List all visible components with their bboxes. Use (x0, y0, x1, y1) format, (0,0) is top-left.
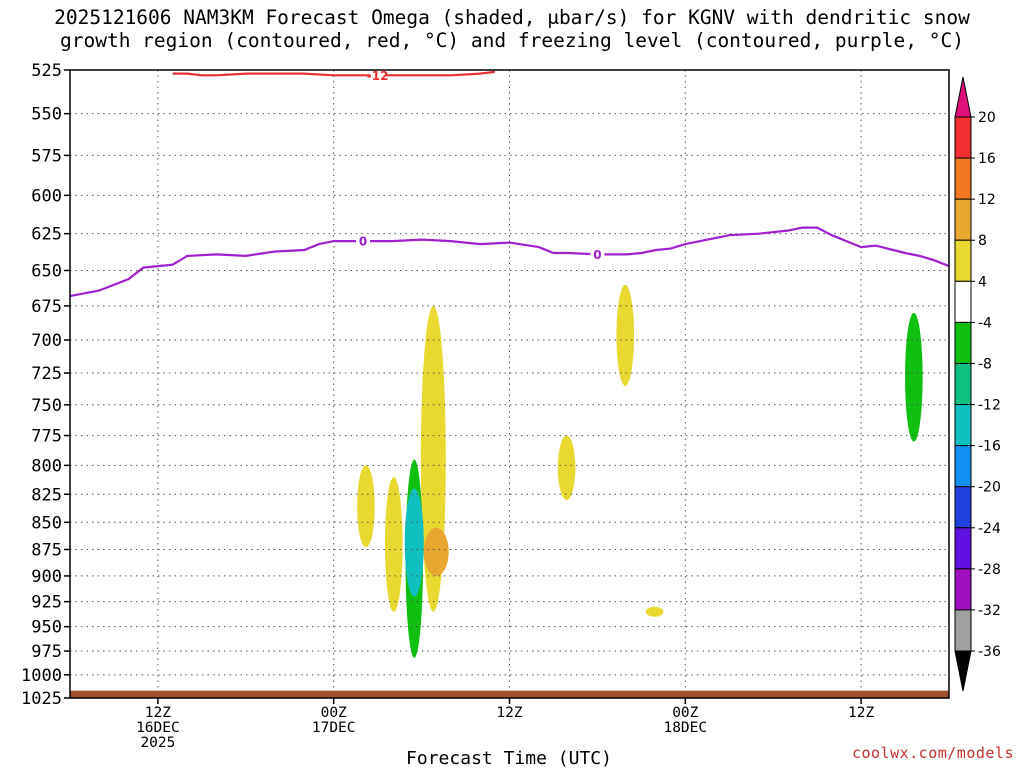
y-tick-label-550: 550 (31, 105, 62, 125)
contours: 0 0 -12 (70, 69, 949, 298)
dendritic-zone-line (172, 70, 496, 77)
colorbar-bin-9 (954, 486, 972, 529)
colorbar-bin-7 (954, 404, 972, 447)
y-tick-label-575: 575 (31, 146, 62, 166)
omega-area-8 (645, 606, 664, 617)
colorbar-bin-5 (954, 321, 972, 364)
omega-area-1 (384, 477, 403, 612)
colorbar-label-2: 12 (978, 192, 996, 208)
x-tick-label-48-1: 18DEC (663, 720, 707, 736)
omega-shading (357, 284, 923, 658)
colorbar-bin-1 (954, 157, 972, 200)
freezing-level-label-1: 0 (593, 248, 601, 262)
x-tick-label-12-2: 2025 (140, 735, 175, 751)
colorbar-label-4: 4 (978, 274, 987, 290)
y-tick-label-675: 675 (31, 297, 62, 317)
colorbar-label-6: -8 (978, 356, 992, 372)
y-axis-ticks: 525 550 575 600 625 650 675 700 725 750 775 800 825 8… (21, 61, 70, 709)
colorbar-bin-3 (954, 239, 972, 282)
y-tick-label-625: 625 (31, 225, 62, 245)
colorbar-label-1: 16 (978, 151, 996, 167)
x-tick-label-24-1: 17DEC (312, 720, 356, 736)
x-tick-label-12-0: 12Z (145, 705, 171, 721)
colorbar-top-triangle (954, 76, 972, 118)
y-tick-label-850: 850 (31, 513, 62, 533)
colorbar-label-8: -16 (978, 439, 1001, 455)
chart-title-line1: 2025121606 NAM3KM Forecast Omega (shaded… (54, 6, 970, 29)
x-tick-label-12-1: 16DEC (136, 720, 180, 736)
colorbar-bin-6 (954, 362, 972, 406)
dendritic-zone-label-bg-0 (370, 70, 385, 83)
y-tick-label-975: 975 (31, 642, 62, 662)
x-tick-label-36-0: 12Z (496, 705, 522, 721)
y-tick-label-800: 800 (31, 456, 62, 476)
y-tick-label-600: 600 (31, 186, 62, 206)
omega-area-3 (423, 527, 449, 576)
y-tick-label-825: 825 (31, 485, 62, 505)
x-tick-label-48-0: 00Z (672, 705, 698, 721)
colorbar-label-10: -24 (978, 521, 1001, 537)
colorbar-bin-12 (954, 609, 972, 652)
freezing-level-label-0: 0 (359, 235, 367, 249)
y-tick-label-525: 525 (31, 61, 62, 81)
colorbar-bottom-triangle (954, 650, 972, 692)
colorbar-bin-4 (954, 280, 972, 323)
y-tick-label-875: 875 (31, 540, 62, 560)
y-tick-label-925: 925 (31, 593, 62, 613)
colorbar-label-12: -32 (978, 603, 1001, 619)
colorbar-label-13: -36 (978, 644, 1001, 660)
y-tick-label-900: 900 (31, 567, 62, 587)
y-tick-label-1025: 1025 (21, 689, 62, 709)
terrain-block (70, 690, 949, 698)
omega-area-5 (404, 488, 424, 597)
grid-lines (70, 70, 949, 698)
colorbar-label-3: 8 (978, 233, 987, 249)
colorbar-bin-10 (954, 527, 972, 570)
y-tick-label-950: 950 (31, 618, 62, 638)
chart-title-line2: growth region (contoured, red, °C) and f… (60, 29, 964, 52)
freezing-level-label-bg-0 (356, 234, 370, 249)
terrain-fill (70, 690, 949, 698)
freezing-level-line (70, 226, 949, 298)
omega-area-9 (905, 312, 923, 442)
y-tick-label-650: 650 (31, 261, 62, 281)
y-tick-label-750: 750 (31, 396, 62, 416)
omega-area-0 (357, 465, 375, 548)
y-tick-label-775: 775 (31, 427, 62, 447)
x-tick-label-60-0: 12Z (848, 705, 874, 721)
colorbar-label-11: -28 (978, 562, 1001, 578)
credit-text: coolwx.com/models (851, 744, 1014, 762)
y-tick-label-700: 700 (31, 331, 62, 351)
x-axis-label: Forecast Time (UTC) (406, 748, 612, 768)
colorbar-label-0: 20 (978, 110, 996, 126)
dendritic-zone-label-0: -12 (367, 69, 389, 83)
colorbar-bin-8 (954, 445, 972, 488)
omega-area-7 (616, 284, 635, 386)
freezing-level-label-bg-1 (590, 247, 605, 262)
y-tick-label-1000: 1000 (21, 666, 62, 686)
omega-area-6 (557, 435, 576, 500)
colorbar-label-9: -20 (978, 480, 1001, 496)
y-tick-label-725: 725 (31, 364, 62, 384)
colorbar-bin-2 (954, 198, 972, 241)
colorbar: 20 16 12 8 4 -4 -8 -12 -16 -20 -24 -28 -32 -36 (954, 76, 1001, 692)
x-tick-label-24-0: 00Z (321, 705, 347, 721)
colorbar-bin-11 (954, 568, 972, 611)
colorbar-bin-0 (954, 116, 972, 159)
colorbar-label-5: -4 (978, 315, 992, 331)
colorbar-label-7: -12 (978, 398, 1001, 414)
